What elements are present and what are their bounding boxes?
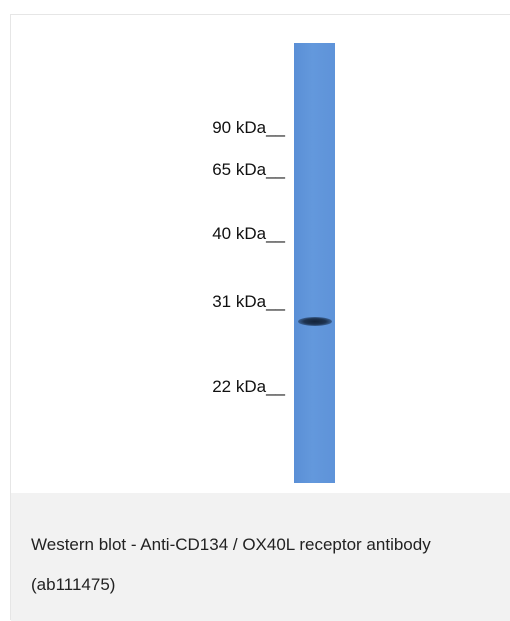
western-blot-image[interactable]: 90 kDa__ 65 kDa__ 40 kDa__ 31 kDa__ 22 k…	[11, 15, 510, 493]
marker-90-kda: 90 kDa__	[212, 118, 285, 137]
image-card: 90 kDa__ 65 kDa__ 40 kDa__ 31 kDa__ 22 k…	[10, 14, 510, 621]
caption-box: Western blot - Anti-CD134 / OX40L recept…	[11, 493, 510, 621]
marker-31-kda: 31 kDa__	[212, 292, 285, 311]
marker-22-kda: 22 kDa__	[212, 377, 285, 396]
protein-band	[298, 317, 332, 326]
marker-65-kda: 65 kDa__	[212, 160, 285, 179]
figure-caption: Western blot - Anti-CD134 / OX40L recept…	[31, 535, 431, 594]
blot-lane	[294, 43, 335, 483]
marker-40-kda: 40 kDa__	[212, 224, 285, 243]
